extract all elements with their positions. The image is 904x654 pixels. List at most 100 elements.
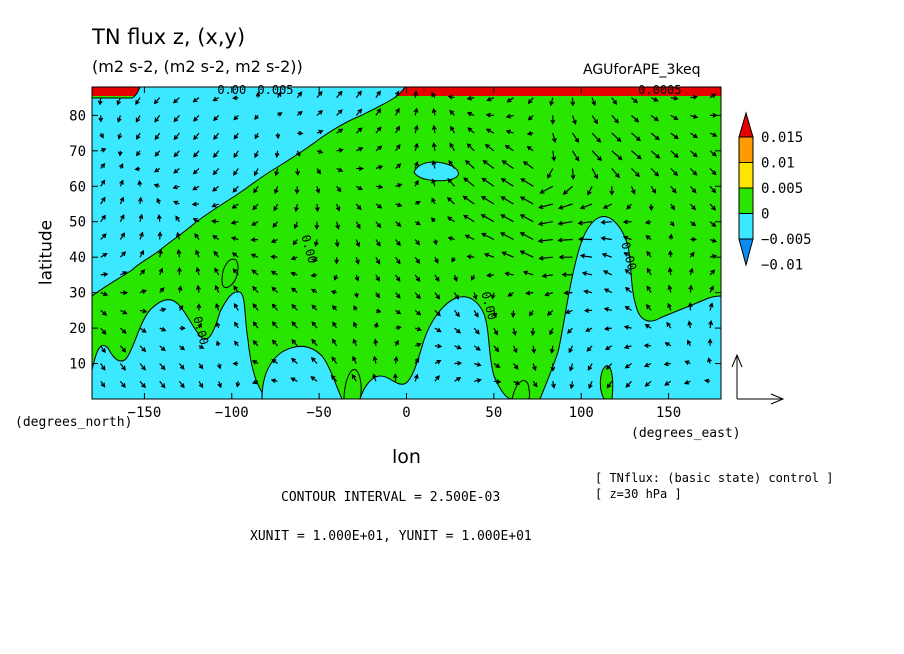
vector-arrow xyxy=(684,360,691,365)
vector-arrow xyxy=(336,90,343,98)
vector-arrow xyxy=(196,303,202,311)
vector-arrow xyxy=(290,271,298,277)
vector-arrow xyxy=(135,97,141,106)
vector-arrow xyxy=(156,197,161,205)
vector-arrow xyxy=(482,159,495,169)
vector-arrow xyxy=(690,150,698,158)
vector-arrow xyxy=(709,254,717,259)
vector-arrow xyxy=(355,185,363,191)
vector-arrow xyxy=(100,327,107,335)
vector-arrow xyxy=(270,254,278,260)
vector-arrow xyxy=(100,291,109,297)
vector-arrow xyxy=(310,272,318,278)
vector-arrow xyxy=(413,107,419,116)
vector-arrow xyxy=(687,320,693,329)
vector-arrow xyxy=(290,377,298,382)
vector-arrow xyxy=(100,196,106,205)
colorbar-segment xyxy=(738,187,754,214)
vector-arrow xyxy=(212,235,220,240)
colorbar-label: −0.005 xyxy=(761,232,812,248)
vector-arrow xyxy=(271,286,279,294)
vector-arrow xyxy=(356,166,364,172)
vector-arrow xyxy=(481,232,495,241)
vector-arrow xyxy=(139,249,144,258)
vector-arrow xyxy=(395,163,402,169)
vector-arrow xyxy=(116,97,122,106)
vector-arrow xyxy=(117,150,123,157)
reference-vector-right-icon xyxy=(737,393,785,405)
vector-arrow xyxy=(473,327,480,335)
vector-arrow xyxy=(355,108,363,116)
vector-arrow xyxy=(520,178,534,187)
vector-arrow xyxy=(100,147,107,153)
vector-arrow xyxy=(709,238,718,243)
vector-arrow xyxy=(579,203,593,210)
vector-arrow xyxy=(172,97,180,104)
vector-arrow xyxy=(663,361,671,367)
vector-arrow xyxy=(501,160,514,169)
vector-arrow xyxy=(504,271,514,277)
vector-arrow xyxy=(395,292,401,299)
vector-arrow xyxy=(138,196,143,205)
vector-arrow xyxy=(159,363,166,371)
vector-arrow xyxy=(464,234,475,241)
vector-arrow xyxy=(176,231,181,240)
vector-arrow xyxy=(473,310,479,318)
region-pos-island-2 xyxy=(511,380,530,399)
colorbar-triangle-bottom-icon xyxy=(738,238,754,267)
vector-arrow xyxy=(139,269,146,276)
vector-arrow xyxy=(294,203,299,213)
vector-arrow xyxy=(431,178,436,187)
vector-arrow xyxy=(291,339,298,347)
vector-arrow xyxy=(98,115,104,123)
vector-arrow xyxy=(611,168,620,179)
vector-arrow xyxy=(430,217,436,223)
vector-arrow xyxy=(395,125,400,134)
colorbar-label: 0 xyxy=(761,207,769,223)
vector-arrow xyxy=(453,274,458,282)
vector-arrow xyxy=(100,363,106,371)
vector-arrow xyxy=(334,239,340,248)
vector-arrow xyxy=(230,220,239,225)
vector-arrow xyxy=(119,363,126,371)
vector-arrow xyxy=(499,232,514,241)
vector-arrow xyxy=(296,150,301,157)
vector-arrow xyxy=(526,145,534,152)
vector-arrow xyxy=(154,150,161,157)
vector-arrow xyxy=(551,150,557,162)
vector-arrow xyxy=(431,92,436,98)
vector-arrow xyxy=(493,327,498,336)
vector-arrow xyxy=(585,327,593,332)
vector-arrow xyxy=(569,381,575,390)
vector-arrow xyxy=(179,325,186,331)
vector-arrow xyxy=(446,196,455,205)
vector-arrow xyxy=(522,161,534,169)
contour-interval: CONTOUR INTERVAL = 2.500E-03 xyxy=(281,490,501,505)
vector-arrow xyxy=(351,373,357,382)
vector-arrow xyxy=(643,343,652,349)
vector-arrow xyxy=(447,178,455,187)
vector-arrow xyxy=(480,214,495,223)
vector-arrow xyxy=(525,290,534,296)
vector-arrow xyxy=(276,91,282,98)
vector-arrow xyxy=(413,373,419,382)
vector-arrow xyxy=(646,250,652,258)
vector-arrow xyxy=(664,342,672,347)
vector-arrow xyxy=(413,90,419,98)
vector-arrow xyxy=(538,203,553,210)
vector-arrow xyxy=(331,338,338,347)
vector-arrow xyxy=(571,150,580,162)
vector-arrow xyxy=(670,95,679,101)
vector-arrow xyxy=(296,110,303,116)
vector-arrow xyxy=(254,132,260,140)
vector-arrow xyxy=(704,378,711,384)
vector-arrow xyxy=(668,233,674,240)
vector-arrow xyxy=(604,345,613,351)
vector-arrow xyxy=(465,159,475,169)
vector-arrow xyxy=(462,195,475,205)
vector-arrow xyxy=(471,274,476,281)
vector-arrow xyxy=(623,325,632,330)
vector-arrow xyxy=(251,221,259,226)
vector-field xyxy=(97,90,718,390)
vector-arrow xyxy=(670,132,679,140)
